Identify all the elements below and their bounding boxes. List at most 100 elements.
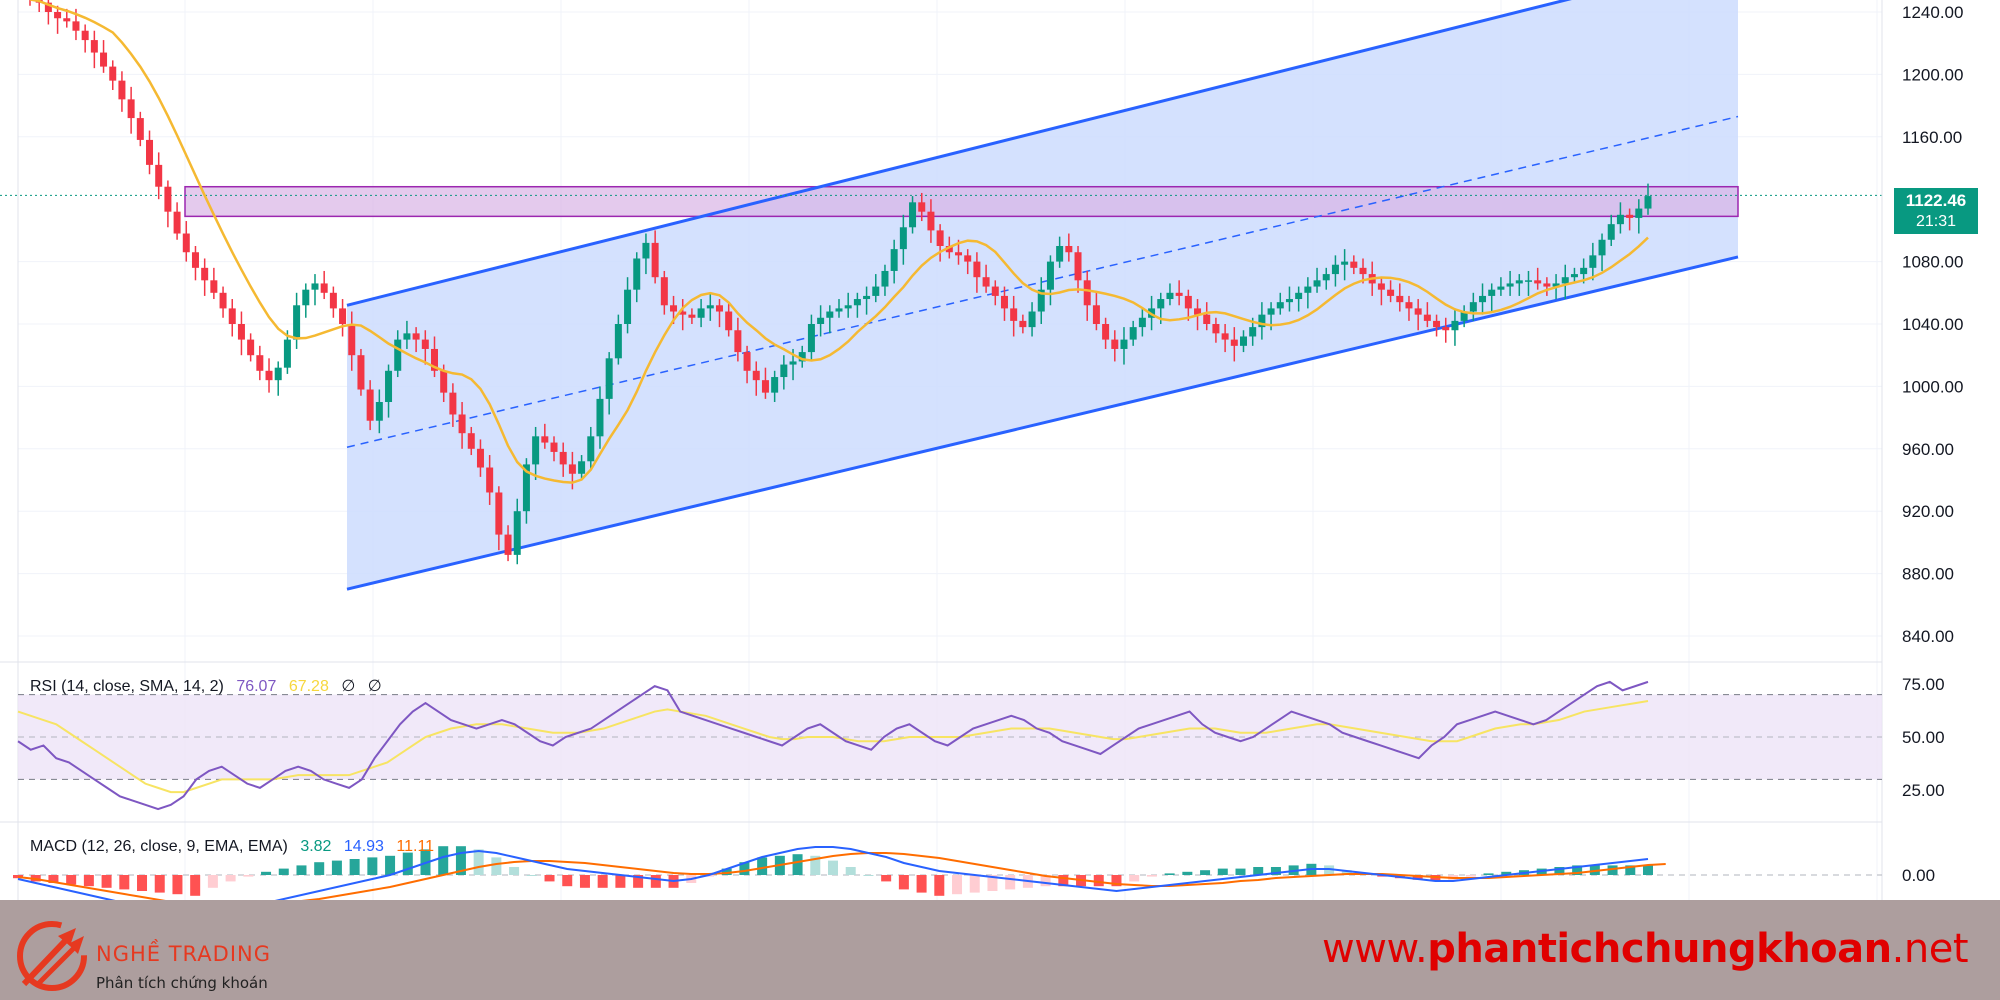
macd-histogram-bar <box>243 875 254 877</box>
candle-body <box>1028 311 1036 328</box>
macd-histogram-bar <box>579 875 590 888</box>
candle-body <box>1359 267 1367 275</box>
candle-body <box>1635 208 1643 218</box>
candle-body <box>1405 302 1413 309</box>
candle-body <box>798 352 806 362</box>
macd-histogram-bar <box>1040 875 1051 887</box>
candle-body <box>173 211 181 234</box>
macd-histogram-bar <box>438 846 449 875</box>
macd-histogram-bar <box>48 875 59 883</box>
resistance-zone[interactable] <box>184 185 1739 218</box>
candle-body <box>826 311 834 318</box>
last-price-badge: 1122.46 21:31 <box>1894 188 1978 234</box>
candle-body <box>1212 324 1220 334</box>
macd-histogram-bar <box>757 857 768 875</box>
macd-histogram-bar <box>473 849 484 875</box>
macd-histogram-bar <box>119 875 130 890</box>
macd-histogram-bar <box>828 860 838 875</box>
candle-body <box>1000 295 1008 309</box>
candle-body <box>1295 292 1303 300</box>
candle-body <box>1203 314 1211 324</box>
price-tick-label: 1240.00 <box>1902 3 1963 22</box>
candle-body <box>918 202 926 212</box>
candle-body <box>568 464 576 474</box>
macd-histogram-bar <box>916 875 927 893</box>
candle-body <box>1552 283 1560 287</box>
candle-body <box>670 305 678 312</box>
candle-body <box>872 286 880 296</box>
macd-histogram-bar <box>845 867 856 875</box>
candle-body <box>578 461 586 474</box>
channel-upper-line[interactable] <box>346 0 1630 307</box>
trading-chart[interactable]: RSI (14, close, SMA, 14, 2) 76.07 67.28 … <box>0 0 2000 900</box>
candle-body <box>412 333 420 340</box>
macd-legend[interactable]: MACD (12, 26, close, 9, EMA, EMA) 3.82 1… <box>30 838 434 855</box>
candle-body <box>863 295 871 300</box>
macd-histogram-bar <box>1093 875 1104 887</box>
candle-body <box>1341 261 1349 265</box>
macd-histogram-bar <box>1554 867 1565 875</box>
candle-body <box>1313 280 1321 287</box>
sma-line <box>29 0 1649 484</box>
candle-body <box>752 370 760 381</box>
price-axis[interactable]: 1240.00 1200.00 1160.00 1080.00 1040.00 1000.… <box>1902 3 1963 646</box>
candle-body <box>1019 320 1027 328</box>
candle-body <box>1515 280 1523 284</box>
candle-body <box>771 377 779 393</box>
macd-histogram-bar <box>1501 871 1512 875</box>
candle-body <box>1423 314 1431 321</box>
rsi-tick-label: 25.00 <box>1902 781 1945 800</box>
candle-body <box>1414 308 1422 315</box>
candlestick-series <box>29 0 1652 565</box>
macd-histogram-bar <box>1270 867 1281 875</box>
candle-body <box>1120 339 1128 349</box>
candle-body <box>1065 246 1073 253</box>
channel-mid-line[interactable] <box>346 115 1739 448</box>
candle-body <box>449 392 457 415</box>
candle-body <box>1102 324 1110 340</box>
price-tick-label: 1000.00 <box>1902 377 1963 396</box>
candle-body <box>1285 299 1293 303</box>
candle-body <box>109 66 117 81</box>
candle-body <box>1469 302 1477 312</box>
candle-body <box>1570 274 1578 278</box>
footer-banner: NGHỀ TRADING Phân tích chứng khoán www.p… <box>0 900 2000 1000</box>
candle-body <box>679 311 687 315</box>
macd-histogram-bar <box>633 875 644 888</box>
candle-body <box>155 164 163 187</box>
candle-body <box>991 286 999 296</box>
website-link[interactable]: www.phantichchungkhoan.net <box>1322 926 1968 972</box>
candle-body <box>256 355 264 371</box>
candle-body <box>1534 280 1542 284</box>
price-tick-label: 1200.00 <box>1902 65 1963 84</box>
candle-body <box>1138 317 1146 328</box>
candle-body <box>1616 214 1624 225</box>
candle-body <box>431 348 438 371</box>
macd-histogram-bar <box>1341 870 1352 875</box>
channel-lower-line[interactable] <box>346 255 1739 591</box>
candle-body <box>743 352 751 371</box>
candle-body <box>1479 295 1487 303</box>
candle-body <box>835 308 843 312</box>
macd-line <box>17 846 1649 900</box>
candle-body <box>1598 239 1606 256</box>
candle-body <box>1387 289 1395 296</box>
price-tick-label: 840.00 <box>1902 627 1954 646</box>
candle-countdown: 21:31 <box>1915 213 1957 230</box>
candle-body <box>1524 280 1532 282</box>
rsi-legend[interactable]: RSI (14, close, SMA, 14, 2) 76.07 67.28 … <box>30 678 382 695</box>
candle-body <box>1561 277 1569 284</box>
candle-body <box>394 339 402 371</box>
candle-body <box>72 21 80 31</box>
candle-body <box>182 233 190 253</box>
candle-body <box>725 311 733 331</box>
macd-histogram-bar <box>1643 865 1653 875</box>
macd-histogram-bar <box>154 875 165 893</box>
candle-body <box>955 252 963 256</box>
macd-tick-label: 0.00 <box>1902 866 1935 885</box>
candle-body <box>1230 339 1238 346</box>
candle-body <box>421 339 429 349</box>
candle-body <box>1276 302 1284 309</box>
macd-histogram-bar <box>190 875 201 896</box>
macd-histogram-bar <box>1625 865 1636 875</box>
